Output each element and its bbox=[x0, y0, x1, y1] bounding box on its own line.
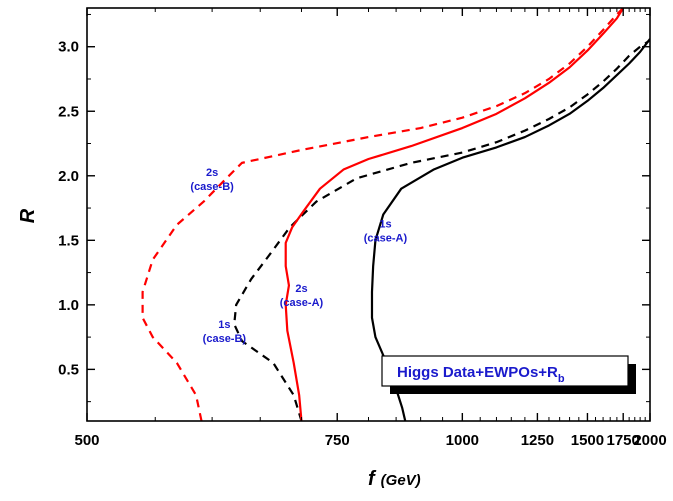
x-tick-label: 1000 bbox=[446, 432, 479, 449]
curve-annotation: 2s (case-B) bbox=[190, 167, 234, 193]
x-tick-label: 500 bbox=[74, 432, 99, 449]
x-tick-label: 1750 bbox=[607, 432, 640, 449]
curve-annotation: 1s (case-B) bbox=[203, 319, 247, 345]
y-tick-label: 3.0 bbox=[58, 39, 79, 56]
y-tick-label: 2.5 bbox=[58, 103, 79, 120]
y-axis-title: R bbox=[17, 208, 39, 223]
series-line-red-dashed bbox=[141, 8, 624, 421]
y-tick-label: 2.0 bbox=[58, 168, 79, 185]
annotations-layer: 2s (case-B) 1s (case-A) 2s (case-A) 1s (case-B) bbox=[190, 167, 407, 345]
curve-annotation: 1s (case-A) bbox=[364, 218, 408, 244]
y-tick-label: 1.5 bbox=[58, 232, 79, 249]
legend-frame bbox=[381, 355, 629, 387]
series-line-black-solid bbox=[370, 38, 650, 421]
series-line-black-dashed bbox=[233, 39, 650, 421]
x-axis-title: f (GeV) bbox=[368, 468, 421, 490]
x-tick-label: 1250 bbox=[521, 432, 554, 449]
legend-main-text: Higgs Data+EWPOs+R bbox=[397, 364, 558, 381]
series-line-red-solid bbox=[284, 8, 625, 421]
x-tick-label: 750 bbox=[325, 432, 350, 449]
x-axis-title-symbol: f bbox=[368, 468, 377, 490]
x-axis-title-unit: (GeV) bbox=[381, 472, 421, 489]
y-tick-label: 0.5 bbox=[58, 361, 79, 378]
y-tick-label: 1.0 bbox=[58, 297, 79, 314]
legend-subscript: b bbox=[558, 373, 565, 385]
curve-annotation: 2s (case-A) bbox=[280, 283, 324, 309]
plot-layer bbox=[141, 8, 650, 421]
legend-box: Higgs Data+EWPOs+Rb bbox=[381, 355, 636, 394]
legend-text: Higgs Data+EWPOs+Rb bbox=[397, 364, 565, 385]
x-tick-label: 1500 bbox=[571, 432, 604, 449]
ticks-layer bbox=[86, 8, 651, 421]
x-tick-label: 2000 bbox=[633, 432, 666, 449]
